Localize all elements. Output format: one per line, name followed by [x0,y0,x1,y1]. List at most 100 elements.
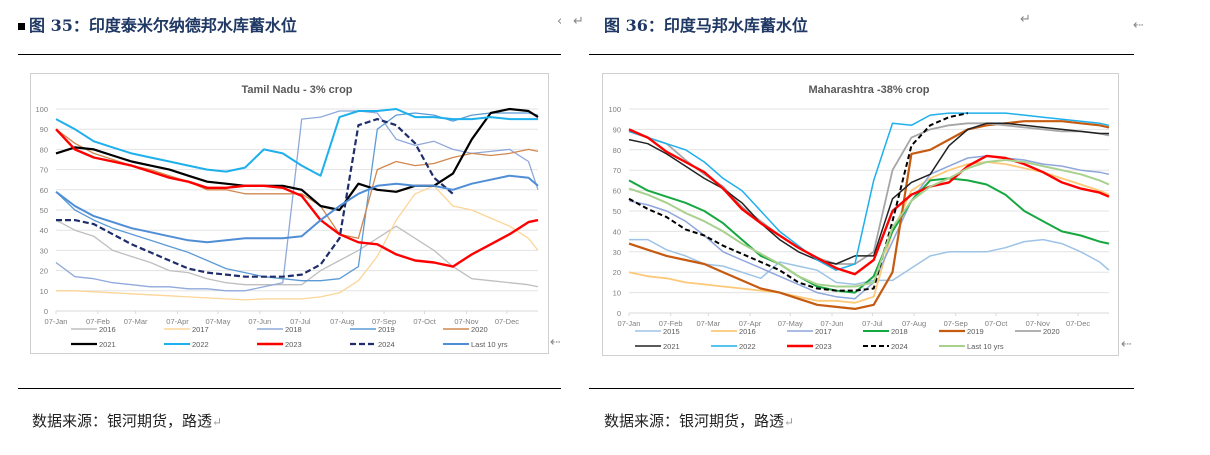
legend-label: 2021 [663,342,680,351]
y-tick-label: 100 [35,105,48,114]
top-rule-right [589,54,1134,55]
series-line-2021 [55,107,539,212]
y-tick-label: 70 [613,166,621,175]
y-tick-label: 80 [613,146,621,155]
angle-mark-icon: ‹ [557,14,563,29]
legend-label: 2016 [99,325,116,334]
series-line-2019 [55,112,539,282]
figure-35-title-text: 图 35：印度泰米尔纳德邦水库蓄水位 [29,16,297,35]
x-tick-label: 07-Jul [290,317,311,326]
legend-label: Last 10 yrs [967,342,1004,351]
legend-label: 2023 [285,340,302,349]
x-tick-label: 07-Jun [248,317,271,326]
y-tick-label: 30 [40,246,48,255]
y-tick-label: 40 [40,226,48,235]
x-tick-label: 07-Jul [862,319,883,328]
y-tick-label: 60 [613,187,621,196]
series-line-2024 [628,112,969,292]
return-mark-icon: ↵ [212,415,223,429]
series-line-2020 [55,128,539,239]
return-mark-icon: ↵ [1020,12,1031,27]
series-line-2016 [55,219,539,288]
series-line-last-10-yrs [628,159,1110,288]
figure-35-title: 图 35：印度泰米尔纳德邦水库蓄水位 [18,12,297,36]
x-tick-label: 07-Jan [618,319,641,328]
legend-label: 2023 [815,342,832,351]
x-tick-label: 07-Jan [45,317,68,326]
y-tick-label: 90 [40,125,48,134]
series-line-2015 [629,238,1110,286]
x-tick-label: 07-May [778,319,803,328]
legend-label: 2024 [378,340,395,349]
series-line-2020 [628,122,1110,265]
return-mark-icon: ↵ [784,415,795,429]
legend-label: 2018 [285,325,302,334]
return-mark-icon: ↵ [573,14,584,29]
series-line-2021 [628,122,1109,265]
y-tick-label: 100 [608,105,621,114]
x-tick-label: 07-Sep [944,319,968,328]
figure-36-title-text: 图 36：印度马邦水库蓄水位 [604,16,808,35]
x-tick-label: 07-Nov [454,317,478,326]
legend-label: 2022 [739,342,756,351]
legend-label: 2024 [891,342,908,351]
legend-label: 2016 [739,327,756,336]
x-tick-label: 07-Mar [696,319,720,328]
y-tick-label: 0 [617,309,621,318]
legend-label: 2020 [471,325,488,334]
legend-label: 2017 [192,325,209,334]
y-tick-label: 60 [40,186,48,195]
source-right-text: 数据来源：银河期货，路透 [604,412,785,430]
source-left-text: 数据来源：银河期货，路透 [32,412,213,430]
legend-label: Last 10 yrs [471,340,508,349]
legend-label: 2022 [192,340,209,349]
y-tick-label: 80 [40,145,48,154]
x-tick-label: 07-Apr [166,317,189,326]
chart-maharashtra: Maharashtra -38% crop 0 10 20 30 40 50 60 70 80 90… [602,73,1119,356]
chart-title: Tamil Nadu - 3% crop [241,84,352,96]
series-line-last-10-yrs [55,174,539,244]
x-tick-label: 07-Mar [124,317,148,326]
x-tick-label: 07-Aug [330,317,354,326]
x-tick-label: 07-Dec [495,317,519,326]
y-tick-label: 40 [613,227,621,236]
y-tick-label: 30 [613,248,621,257]
series-line-2023 [628,128,1110,276]
y-tick-label: 90 [613,125,621,134]
x-tick-label: 07-Dec [1066,319,1090,328]
arrow-mark-icon: ⇠ [550,335,561,350]
y-tick-label: 70 [40,166,48,175]
y-tick-label: 10 [613,289,621,298]
y-tick-label: 50 [40,206,48,215]
legend-label: 2020 [1043,327,1060,336]
arrow-mark-icon: ⇠ [1121,337,1132,352]
series-line-2022 [55,108,538,177]
x-tick-label: 07-Sep [372,317,396,326]
legend-label: 2021 [99,340,116,349]
chart-maharashtra-svg: Maharashtra -38% crop 0 10 20 30 40 50 60 70 80 90… [608,84,1110,351]
y-tick-label: 20 [40,267,48,276]
legend-label: 2019 [378,325,395,334]
bottom-rule-right [589,388,1134,389]
x-tick-label: 07-Feb [86,317,110,326]
chart-title: Maharashtra -38% crop [808,84,929,96]
legend-label: 2015 [663,327,680,336]
x-tick-label: 07-Nov [1026,319,1050,328]
x-tick-label: 07-May [205,317,230,326]
source-right: 数据来源：银河期货，路透↵ [604,410,794,431]
x-tick-label: 07-Feb [659,319,683,328]
y-tick-label: 20 [613,268,621,277]
y-tick-label: 10 [40,287,48,296]
legend-label: 2018 [891,327,908,336]
x-tick-label: 07-Oct [985,319,1008,328]
bottom-rule-left [18,388,561,389]
source-left: 数据来源：银河期货，路透↵ [32,410,222,431]
legend-label: 2019 [967,327,984,336]
y-tick-label: 50 [613,207,621,216]
bullet-square-icon [18,23,25,30]
legend-label: 2017 [815,327,832,336]
series-line-2017 [56,185,539,301]
x-tick-label: 07-Jun [821,319,844,328]
series-line-2016 [628,161,1110,304]
top-rule-left [18,54,561,55]
